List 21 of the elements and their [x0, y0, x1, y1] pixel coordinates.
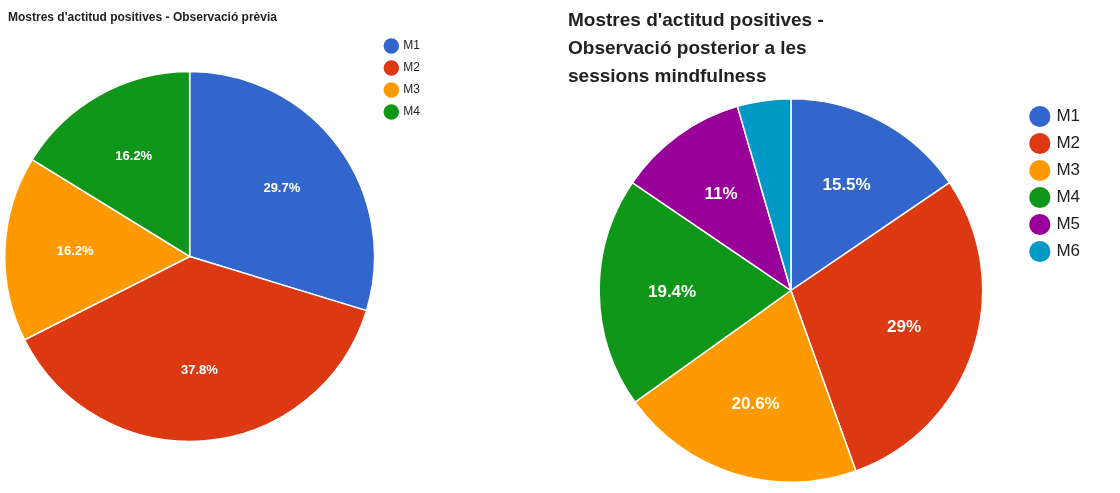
data-label: 29%: [886, 316, 922, 336]
chart-title: Mostres d'actitud positives - Observació prèvia: [8, 10, 278, 24]
data-label: 29.7%: [263, 179, 301, 195]
legend-label: M4: [403, 104, 421, 119]
data-label: 11%: [704, 184, 738, 204]
data-label: 37.8%: [180, 362, 219, 378]
legend-label: M3: [1056, 160, 1081, 180]
legend-label: M3: [403, 82, 421, 97]
legend-label: M5: [1056, 214, 1081, 234]
data-label: 20.6%: [731, 393, 780, 413]
legend-label: M1: [403, 38, 421, 53]
legend-label: M2: [1056, 133, 1081, 153]
chart-title: Mostres d'actitud positives - Observació posterior a les sessions mindfulness: [568, 8, 825, 88]
legend-label: M6: [1056, 241, 1081, 261]
legend-label: M4: [1056, 187, 1081, 207]
data-label: 16.2%: [56, 243, 94, 259]
data-label: 15.5%: [822, 175, 871, 195]
legend-label: M2: [403, 60, 421, 75]
data-label: 16.2%: [115, 147, 153, 163]
data-label: 19.4%: [647, 281, 697, 301]
legend-label: M1: [1056, 106, 1081, 126]
